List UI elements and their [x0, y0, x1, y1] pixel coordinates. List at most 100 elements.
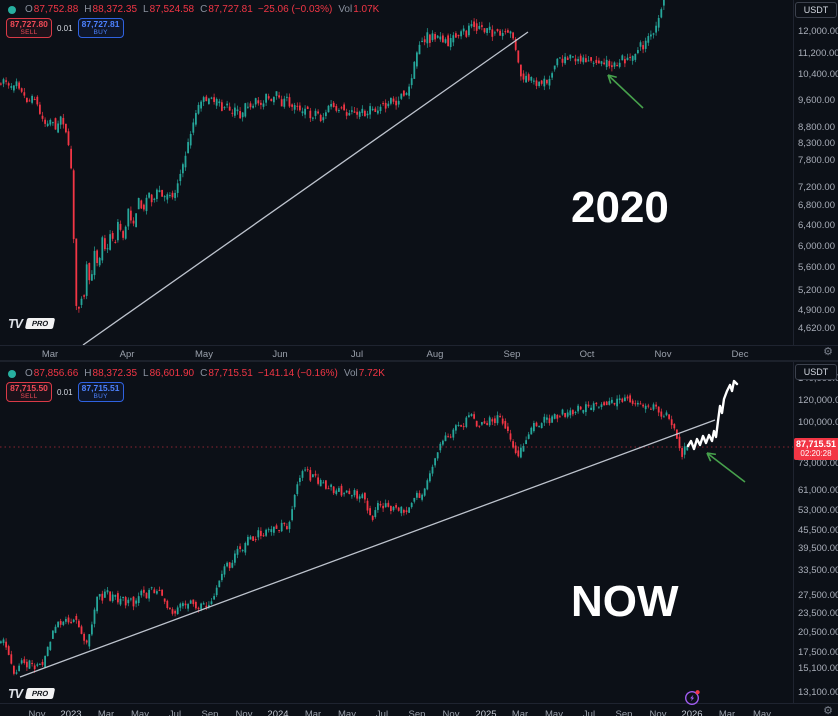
time-axis-label: 2023	[60, 709, 82, 716]
time-axis-label: Jul	[582, 709, 596, 716]
time-axis-label: Apr	[119, 349, 135, 360]
high-value: 88,372.35	[92, 368, 138, 379]
price-axis-label: 6,400.00	[798, 220, 835, 231]
volume-value: 1.07K	[353, 4, 380, 15]
price-axis-label: 6,800.00	[798, 200, 835, 211]
chart-panel-now: O 87,856.66 H 88,372.35 L 86,601.90 C 87,715…	[0, 362, 838, 716]
sell-label: SELL	[20, 393, 38, 400]
price-axis-label: 6,000.00	[798, 241, 835, 252]
symbol-status-icon	[8, 5, 16, 14]
bar-countdown: 02:20:28	[800, 449, 832, 458]
time-axis-label: Mar	[511, 709, 529, 716]
price-axis-label: 7,200.00	[798, 182, 835, 193]
buy-label: BUY	[93, 393, 108, 400]
low-label: L	[143, 4, 149, 15]
change-value: −25.06 (−0.03%)	[257, 4, 333, 15]
open-value: 87,856.66	[33, 368, 79, 379]
price-axis-label: 39,500.00	[798, 543, 838, 554]
time-axis-label: Jul	[350, 349, 364, 360]
close-label: C	[200, 368, 208, 379]
price-axis-label: 12,000.00	[798, 26, 838, 37]
price-axis-label: 33,500.00	[798, 565, 838, 576]
time-axis-label: May	[753, 709, 771, 716]
time-axis-label: Mar	[41, 349, 59, 360]
currency-selector[interactable]: USDT	[795, 2, 837, 18]
time-axis-label: May	[545, 709, 563, 716]
currency-selector[interactable]: USDT	[795, 364, 837, 380]
time-axis-label: 2025	[475, 709, 497, 716]
buy-button[interactable]: 87,727.81 BUY	[77, 18, 124, 38]
time-axis-label: May	[195, 349, 213, 360]
high-label: H	[84, 4, 92, 15]
price-axis-label: 15,100.00	[798, 663, 838, 674]
low-value: 86,601.90	[149, 368, 195, 379]
close-value: 87,727.81	[208, 4, 253, 15]
price-axis[interactable]: 12,000.00 11,200.00 10,400.00 9,600.00 8,800…	[793, 0, 838, 345]
tradingview-mark-icon: TV	[8, 317, 23, 331]
time-axis-label: Oct	[579, 349, 595, 360]
time-axis-label: Sep	[201, 709, 219, 716]
ohlc-legend: O 87,856.66 H 88,372.35 L 86,601.90 C 87,715…	[8, 368, 385, 379]
boost-flash-icon[interactable]	[684, 689, 701, 711]
trade-buttons: 87,727.80 SELL 0.01 87,727.81 BUY	[6, 18, 124, 38]
tradingview-logo[interactable]: TV PRO	[8, 687, 56, 701]
tradingview-logo[interactable]: TV PRO	[8, 317, 56, 331]
time-axis-label: Nov	[654, 349, 672, 360]
time-axis-label: Sep	[503, 349, 521, 360]
price-axis-label: 45,500.00	[798, 525, 838, 536]
time-axis-label: Sep	[615, 709, 633, 716]
price-axis[interactable]: 140,000.00120,000.00100,000.0073,000.006…	[793, 362, 838, 703]
price-axis-label: 4,900.00	[798, 305, 835, 316]
candlestick-chart-2020[interactable]	[0, 0, 794, 345]
open-label: O	[25, 368, 33, 379]
time-axis-label: Jun	[272, 349, 288, 360]
time-axis-label: Nov	[442, 709, 460, 716]
symbol-status-icon	[8, 369, 16, 378]
price-axis-label: 23,500.00	[798, 608, 838, 619]
buy-button[interactable]: 87,715.51 BUY	[77, 382, 124, 402]
time-axis[interactable]: Nov 2023 Mar May Jul Sep Nov 2024 Mar May Jul Sep No…	[0, 703, 838, 716]
change-value: −141.14 (−0.16%)	[257, 368, 338, 379]
price-axis-label: 20,500.00	[798, 627, 838, 638]
time-axis-label: Nov	[649, 709, 667, 716]
sell-button[interactable]: 87,715.50 SELL	[6, 382, 52, 402]
price-axis-label: 17,500.00	[798, 647, 838, 658]
settings-gear-icon[interactable]: ⚙	[823, 705, 833, 716]
pro-badge: PRO	[24, 688, 56, 700]
annotation-2020: 2020	[571, 183, 669, 232]
price-axis-label: 8,800.00	[798, 122, 835, 133]
price-axis-label: 11,200.00	[798, 48, 838, 59]
spread-value: 0.01	[57, 387, 73, 397]
price-axis-label: 120,000.00	[798, 395, 838, 406]
time-axis[interactable]: Mar Apr May Jun Jul Aug Sep Oct Nov Dec	[0, 345, 838, 360]
price-axis-label: 73,000.00	[798, 458, 838, 469]
sell-button[interactable]: 87,727.80 SELL	[6, 18, 52, 38]
open-value: 87,752.88	[33, 4, 79, 15]
price-axis-label: 10,400.00	[798, 69, 838, 80]
time-axis-label: 2026	[681, 709, 703, 716]
spread-value: 0.01	[57, 23, 73, 33]
time-axis-label: Mar	[718, 709, 736, 716]
sell-price: 87,715.50	[10, 382, 48, 393]
trade-buttons: 87,715.50 SELL 0.01 87,715.51 BUY	[6, 382, 124, 402]
high-value: 88,372.35	[92, 4, 138, 15]
volume-label: Vol	[338, 4, 353, 15]
time-axis-label: Jul	[168, 709, 182, 716]
low-label: L	[143, 368, 149, 379]
price-axis-label: 5,600.00	[798, 262, 835, 273]
close-value: 87,715.51	[208, 368, 253, 379]
settings-gear-icon[interactable]: ⚙	[823, 346, 833, 358]
time-axis-label: Nov	[235, 709, 253, 716]
sell-price: 87,727.80	[10, 18, 48, 29]
time-axis-label: Jul	[375, 709, 389, 716]
volume-label: Vol	[343, 368, 358, 379]
chart-panel-2020: O 87,752.88 H 88,372.35 L 87,524.58 C 87,727…	[0, 0, 838, 362]
pro-badge: PRO	[24, 318, 56, 330]
price-axis-label: 53,000.00	[798, 505, 838, 516]
candlestick-chart-now[interactable]	[0, 362, 794, 703]
sell-label: SELL	[20, 29, 38, 36]
time-axis-label: May	[338, 709, 356, 716]
time-axis-label: Sep	[408, 709, 426, 716]
buy-price: 87,727.81	[81, 18, 120, 29]
buy-price: 87,715.51	[81, 382, 120, 393]
